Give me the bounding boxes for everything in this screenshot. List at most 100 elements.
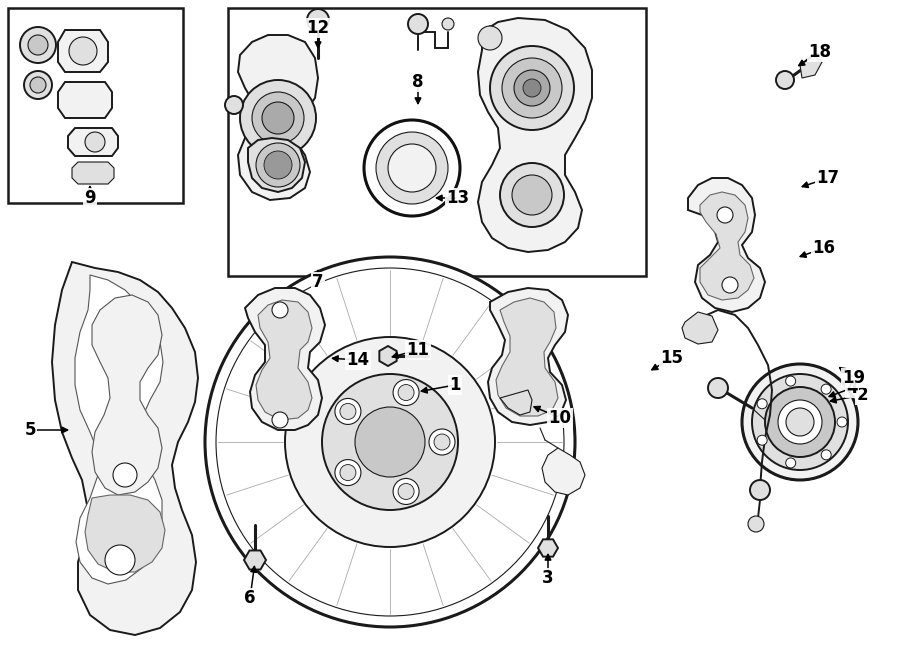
Text: 2: 2: [856, 386, 868, 404]
Circle shape: [113, 463, 137, 487]
Polygon shape: [58, 82, 112, 118]
Circle shape: [717, 207, 733, 223]
Text: 7: 7: [312, 273, 324, 291]
Polygon shape: [72, 162, 114, 184]
Circle shape: [786, 458, 796, 468]
Circle shape: [240, 80, 316, 156]
Polygon shape: [542, 448, 585, 495]
Circle shape: [20, 27, 56, 63]
Circle shape: [478, 26, 502, 50]
Circle shape: [765, 387, 835, 457]
Circle shape: [335, 459, 361, 485]
Circle shape: [722, 277, 738, 293]
Polygon shape: [245, 288, 325, 430]
Polygon shape: [256, 300, 312, 420]
Text: 6: 6: [244, 589, 256, 607]
Text: 4: 4: [846, 379, 858, 397]
Text: 12: 12: [306, 19, 329, 37]
Circle shape: [708, 378, 728, 398]
Circle shape: [256, 143, 300, 187]
Text: 13: 13: [446, 189, 470, 207]
Circle shape: [335, 399, 361, 424]
Circle shape: [786, 408, 814, 436]
Polygon shape: [248, 138, 305, 192]
Circle shape: [285, 337, 495, 547]
Text: 10: 10: [548, 409, 572, 427]
Polygon shape: [500, 390, 532, 415]
Text: 8: 8: [412, 73, 424, 91]
Polygon shape: [68, 128, 118, 156]
Circle shape: [776, 71, 794, 89]
Polygon shape: [688, 178, 765, 312]
Text: 9: 9: [85, 189, 95, 207]
Circle shape: [429, 429, 455, 455]
Polygon shape: [682, 312, 718, 344]
Circle shape: [364, 120, 460, 216]
Circle shape: [69, 37, 97, 65]
Text: 15: 15: [661, 349, 683, 367]
Polygon shape: [75, 275, 163, 584]
Circle shape: [340, 403, 356, 420]
Circle shape: [490, 46, 574, 130]
Circle shape: [393, 379, 419, 406]
Circle shape: [434, 434, 450, 450]
Circle shape: [225, 96, 243, 114]
Circle shape: [742, 364, 858, 480]
Circle shape: [786, 376, 796, 386]
Text: 11: 11: [407, 341, 429, 359]
Circle shape: [264, 151, 292, 179]
Bar: [228, 8, 646, 276]
Circle shape: [757, 399, 767, 409]
Polygon shape: [478, 18, 592, 252]
Circle shape: [30, 77, 46, 93]
Circle shape: [388, 144, 436, 192]
Circle shape: [500, 163, 564, 227]
Bar: [8, 8, 183, 203]
Text: 14: 14: [346, 351, 370, 369]
Polygon shape: [488, 288, 568, 425]
Circle shape: [757, 435, 767, 446]
Text: 1: 1: [449, 376, 461, 394]
Circle shape: [398, 483, 414, 499]
Circle shape: [376, 132, 448, 204]
Circle shape: [398, 385, 414, 401]
Polygon shape: [238, 35, 318, 200]
Circle shape: [28, 35, 48, 55]
Text: 3: 3: [542, 569, 554, 587]
Circle shape: [523, 79, 541, 97]
Text: 18: 18: [808, 43, 832, 61]
Circle shape: [355, 407, 425, 477]
Circle shape: [272, 412, 288, 428]
Circle shape: [340, 465, 356, 481]
Polygon shape: [52, 262, 198, 635]
Circle shape: [105, 545, 135, 575]
Text: 16: 16: [813, 239, 835, 257]
Circle shape: [821, 449, 832, 460]
Circle shape: [837, 417, 847, 427]
Circle shape: [442, 18, 454, 30]
Text: 19: 19: [842, 369, 866, 387]
Polygon shape: [496, 298, 558, 416]
Circle shape: [393, 479, 419, 504]
Circle shape: [205, 257, 575, 627]
Circle shape: [408, 14, 428, 34]
Circle shape: [512, 175, 552, 215]
Text: 5: 5: [24, 421, 36, 439]
Circle shape: [85, 132, 105, 152]
Circle shape: [778, 400, 822, 444]
Text: 17: 17: [816, 169, 840, 187]
Circle shape: [514, 70, 550, 106]
Polygon shape: [85, 495, 165, 572]
Circle shape: [748, 516, 764, 532]
Circle shape: [272, 302, 288, 318]
Polygon shape: [58, 30, 108, 72]
Circle shape: [752, 374, 848, 470]
Polygon shape: [800, 55, 822, 78]
Circle shape: [750, 480, 770, 500]
Circle shape: [307, 9, 329, 31]
Circle shape: [24, 71, 52, 99]
Polygon shape: [92, 295, 162, 495]
Circle shape: [322, 374, 458, 510]
Circle shape: [252, 92, 304, 144]
Circle shape: [502, 58, 562, 118]
